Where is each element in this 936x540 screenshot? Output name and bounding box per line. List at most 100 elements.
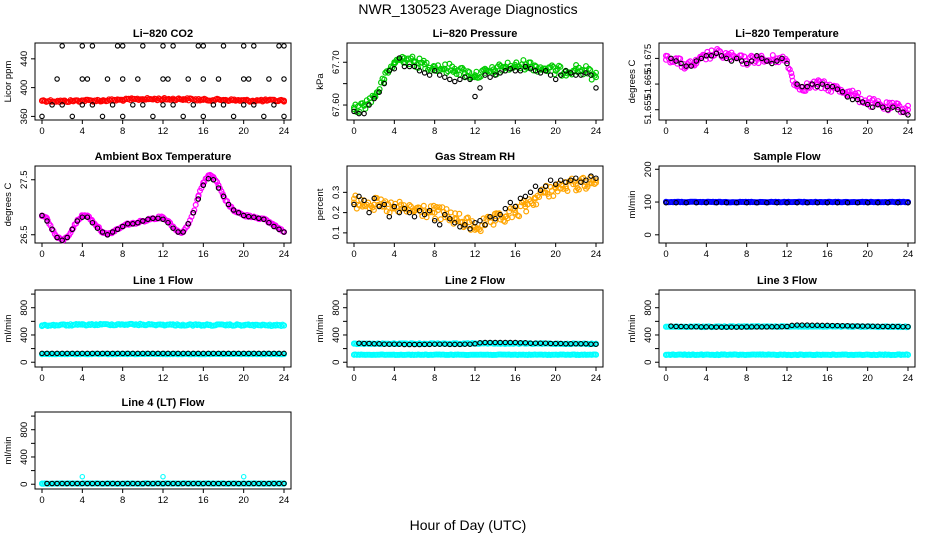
data-point (784, 60, 790, 67)
data-point (140, 102, 146, 108)
y-tick-label: 400 (331, 327, 342, 343)
data-point (542, 183, 549, 190)
data-point (180, 96, 187, 103)
data-point (433, 204, 440, 211)
series-black-samples (39, 175, 287, 244)
data-point (482, 69, 489, 76)
data-point (352, 192, 359, 199)
data-point (376, 86, 383, 93)
data-point (351, 201, 357, 208)
data-point (44, 350, 50, 357)
x-tick-label: 4 (392, 249, 397, 260)
x-tick-label: 20 (862, 126, 873, 137)
data-point (94, 223, 101, 230)
data-point (774, 199, 780, 206)
series-cyan-lower (351, 351, 599, 359)
data-point (271, 480, 277, 487)
data-point (668, 323, 674, 329)
data-point (416, 68, 423, 74)
data-point (39, 113, 45, 120)
data-point (824, 83, 831, 90)
data-point (512, 339, 519, 346)
data-point (54, 480, 60, 487)
data-point (271, 102, 277, 108)
data-point (467, 341, 473, 347)
data-point (119, 43, 126, 49)
data-point (492, 217, 499, 224)
x-tick-label: 20 (550, 373, 561, 384)
data-point (140, 480, 146, 487)
data-point (185, 350, 191, 357)
data-point (788, 70, 795, 77)
series-cyan-upper (38, 320, 288, 330)
data-point (854, 93, 861, 100)
series-black-samples (663, 199, 911, 206)
data-point (139, 96, 146, 103)
x-tick-label: 16 (198, 126, 209, 137)
x-tick-label: 0 (39, 126, 44, 137)
data-point (278, 323, 285, 330)
data-point (532, 183, 539, 190)
series-black-samples (351, 173, 599, 232)
data-point (281, 43, 287, 49)
series-magenta-samples (38, 171, 288, 244)
data-point (784, 199, 790, 206)
data-point (160, 473, 166, 480)
data-point (456, 210, 463, 217)
data-point (119, 113, 126, 120)
y-tick-label: 400 (643, 327, 654, 343)
data-point (99, 113, 106, 120)
data-point (875, 199, 881, 206)
data-point (859, 323, 866, 329)
data-point (693, 199, 700, 206)
data-point (875, 323, 881, 330)
data-point (416, 207, 423, 214)
data-point (557, 72, 564, 78)
x-tick-label: 4 (704, 249, 709, 260)
x-tick-label: 12 (782, 249, 793, 260)
data-point (547, 177, 554, 183)
data-point (79, 102, 86, 108)
x-tick-label: 12 (782, 373, 793, 384)
panel-line-1-flow: Line 1 Flow ml/min 0 4 8 12 16 20 24 0 400 800 (3, 275, 292, 384)
data-point (462, 341, 468, 347)
data-point (89, 102, 96, 108)
x-tick-label: 16 (198, 249, 209, 260)
data-point (592, 74, 599, 81)
data-point (492, 339, 498, 346)
data-point (583, 70, 589, 76)
y-axis-label: ml/min (315, 315, 326, 343)
data-point (708, 53, 715, 59)
data-point (351, 195, 358, 202)
data-point (497, 339, 503, 346)
data-point (54, 350, 60, 357)
data-point (406, 341, 413, 348)
data-point (473, 68, 480, 75)
data-point (165, 218, 172, 225)
x-tick-label: 20 (238, 126, 249, 137)
data-point (64, 234, 70, 241)
data-point (411, 63, 418, 70)
data-point (799, 83, 805, 90)
data-point (452, 341, 458, 348)
panel-title: Line 4 (LT) Flow (122, 397, 205, 409)
y-axis-label: ml/min (3, 437, 14, 465)
data-point (845, 91, 852, 98)
data-point (170, 102, 176, 108)
data-point (774, 324, 780, 330)
figure-title: NWR_130523 Average Diagnostics (358, 1, 578, 17)
data-point (839, 89, 846, 95)
data-point (215, 185, 222, 191)
data-point (135, 76, 141, 82)
data-point (522, 340, 529, 346)
y-tick-label: 100 (643, 194, 654, 210)
data-point (44, 218, 50, 224)
data-point (436, 222, 443, 228)
x-tick-label: 24 (279, 126, 290, 137)
data-point (573, 341, 579, 347)
data-point (668, 55, 674, 62)
series-samples-mid (54, 76, 287, 82)
data-point (89, 219, 96, 226)
data-point (69, 350, 76, 357)
panel-li-820-co2: Li−820 CO2 Licor ppm 0 4 8 12 16 20 24 360 400 440 (3, 28, 292, 137)
